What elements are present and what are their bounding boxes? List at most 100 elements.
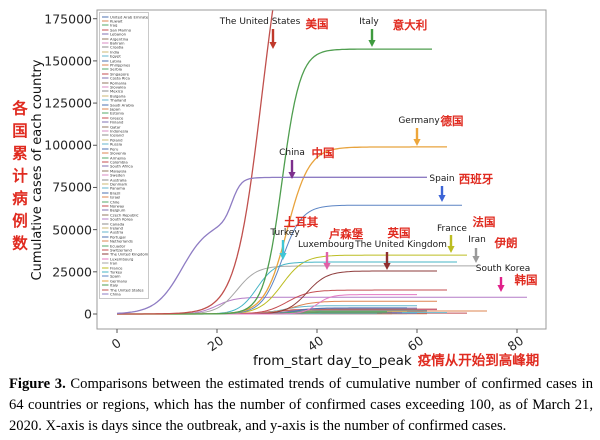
annotation-arrowhead-turkey	[279, 253, 287, 260]
legend-item-poland: Poland	[102, 138, 148, 142]
legend-swatch	[102, 82, 109, 84]
legend-label: Luxembourg	[110, 256, 134, 262]
legend-item-australia: Australia	[102, 178, 148, 182]
annotation-label-france: France	[437, 224, 467, 234]
legend-label: Austria	[110, 230, 124, 235]
legend-label: Qatar	[110, 124, 121, 129]
annotation-arrowhead-germany	[413, 139, 421, 146]
series-lines	[116, 10, 527, 315]
legend-label: Thailand	[110, 98, 127, 103]
legend-item-japan: Japan	[102, 107, 148, 111]
caption-label: Figure 3.	[9, 376, 66, 392]
legend-label: India	[110, 49, 120, 55]
legend-swatch	[102, 267, 109, 269]
annotation-label-zh-iran: 伊朗	[494, 236, 518, 250]
legend-swatch	[102, 126, 109, 128]
legend-item-netherlands: Netherlands	[102, 239, 148, 243]
legend-box: United Arab Emirates Kuwait Iraq San Marino…	[99, 12, 149, 299]
legend-swatch	[102, 55, 109, 57]
legend-item-bahrain: Bahrain	[102, 41, 148, 45]
legend-swatch	[102, 95, 109, 97]
legend-label: Croatia	[110, 45, 124, 50]
legend-item-luxembourg: Luxembourg	[102, 257, 148, 261]
legend-swatch	[102, 201, 109, 203]
legend-item-argentina: Argentina	[102, 37, 148, 41]
legend-item-united-arab-emirates: United Arab Emirates	[102, 15, 148, 19]
legend-swatch	[102, 240, 109, 242]
legend-swatch	[102, 16, 109, 18]
legend-swatch	[102, 249, 109, 251]
annotation-label-zh-south-korea: 韩国	[514, 273, 538, 287]
legend-item-estonia: Estonia	[102, 111, 148, 115]
annotation-arrowhead-south-korea	[497, 285, 505, 292]
legend-label: Lebanon	[110, 31, 127, 37]
legend-swatch	[102, 188, 109, 190]
legend-item-colombia: Colombia	[102, 160, 148, 164]
legend-item-kuwait: Kuwait	[102, 19, 148, 23]
legend-swatch	[102, 214, 109, 216]
legend-swatch	[102, 161, 109, 163]
legend-swatch	[102, 210, 109, 212]
legend-swatch	[102, 192, 109, 194]
legend-label: Norway	[110, 203, 125, 209]
annotation-label-zh-italy: 意大利	[392, 18, 428, 32]
legend-label: Australia	[110, 177, 127, 182]
annotation-arrowhead-italy	[368, 40, 376, 47]
annotation-label-the-united-kingdom: The United Kingdom	[355, 240, 447, 250]
legend-label: Panama	[110, 186, 126, 191]
x-axis-label-en: from_start day_to_peak	[253, 353, 412, 369]
legend-label: Greece	[110, 115, 124, 121]
legend-label: Switzerland	[110, 247, 132, 253]
series-line-the-united-states	[117, 10, 274, 315]
annotation-label-italy: Italy	[359, 17, 379, 27]
annotation-label-the-united-states: The United States	[219, 17, 301, 27]
legend-swatch	[102, 108, 109, 110]
legend-label: Serbia	[110, 67, 122, 72]
legend-item-indonesia: Indonesia	[102, 129, 148, 133]
legend-swatch	[102, 170, 109, 172]
legend-swatch	[102, 196, 109, 198]
legend-swatch	[102, 148, 109, 150]
legend-label: Ecuador	[110, 243, 126, 248]
legend-item-thailand: Thailand	[102, 98, 148, 102]
annotation-arrowhead-the-united-kingdom	[383, 263, 391, 270]
annotation-label-zh-china: 中国	[311, 146, 335, 160]
legend-label: Saudi Arabia	[110, 102, 134, 107]
legend-label: Armenia	[110, 155, 126, 160]
legend-item-spain: Spain	[102, 274, 148, 278]
annotation-label-china: China	[279, 148, 305, 158]
legend-label: Latvia	[110, 58, 122, 63]
legend-swatch	[102, 77, 109, 79]
legend-label: Indonesia	[110, 128, 129, 134]
legend-swatch	[102, 293, 109, 295]
legend-label: South Africa	[110, 164, 133, 169]
legend-item-panama: Panama	[102, 186, 148, 190]
legend-item-belgium: Belgium	[102, 208, 148, 212]
legend-label: Netherlands	[110, 239, 133, 244]
legend-label: San Marino	[110, 27, 132, 33]
legend-item-greece: Greece	[102, 116, 148, 120]
legend-label: The United Kingdom	[110, 252, 149, 257]
legend-swatch	[102, 232, 109, 234]
y-tick-label-0: 0	[84, 306, 92, 322]
legend-swatch	[102, 121, 109, 123]
annotation-label-germany: Germany	[398, 116, 440, 126]
legend-item-israel: Israel	[102, 195, 148, 199]
legend-swatch	[102, 47, 109, 49]
legend-label: The United States	[110, 287, 144, 293]
legend-item-italy: Italy	[102, 283, 148, 287]
legend-item-the-united-states: The United States	[102, 288, 148, 292]
legend-item-iraq: Iraq	[102, 23, 148, 27]
legend-swatch	[102, 104, 109, 106]
annotation-label-zh-spain: 西班牙	[458, 172, 494, 186]
legend-swatch	[102, 166, 109, 168]
annotation-arrowhead-luxembourg	[323, 263, 331, 270]
legend-label: United Arab Emirates	[110, 14, 149, 19]
legend-item-malaysia: Malaysia	[102, 169, 148, 173]
legend-item-denmark: Denmark	[102, 182, 148, 186]
legend-swatch	[102, 227, 109, 229]
legend-label: Iran	[110, 261, 118, 266]
legend-item-france: France	[102, 266, 148, 270]
